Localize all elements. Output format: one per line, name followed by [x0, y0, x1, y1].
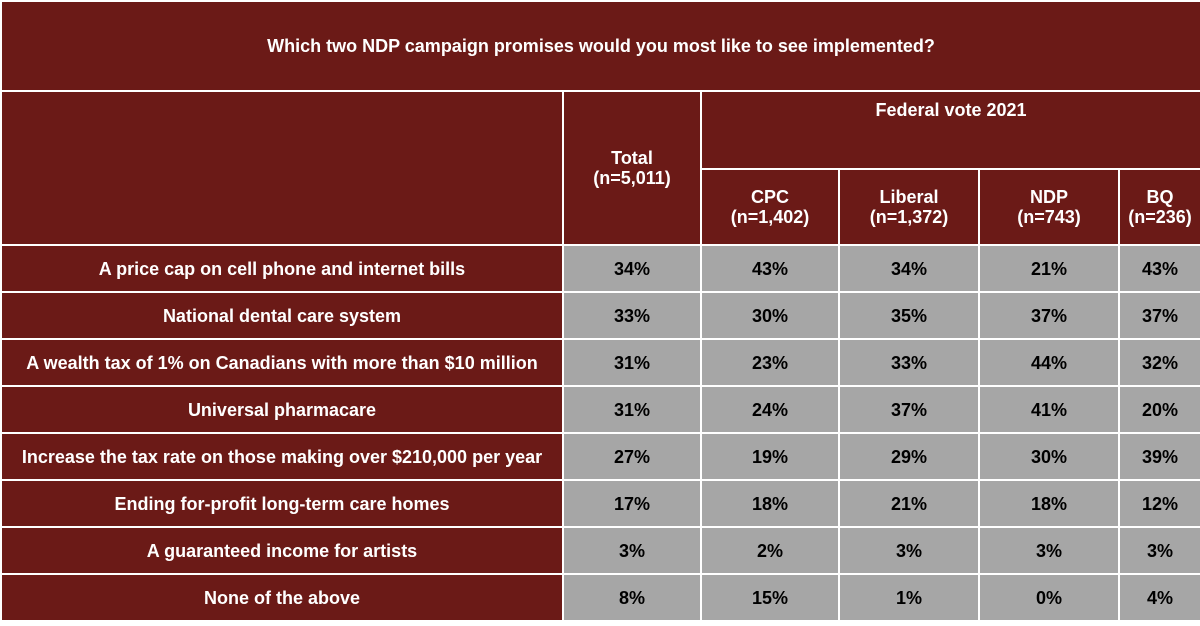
value-cell: 37% — [978, 291, 1120, 340]
header-row: Total (n=5,011) Federal vote 2021 — [0, 90, 1200, 246]
column-header: CPC (n=1,402) — [700, 168, 840, 246]
row-label: A price cap on cell phone and internet b… — [0, 244, 564, 293]
value-cell: 23% — [700, 338, 840, 387]
value-cell: 41% — [978, 385, 1120, 434]
column-header: BQ (n=236) — [1117, 168, 1200, 246]
row-label: National dental care system — [0, 291, 564, 340]
value-cell: 31% — [562, 385, 702, 434]
value-cell: 19% — [700, 432, 840, 481]
column-n: (n=1,372) — [869, 207, 949, 227]
value-cell: 32% — [1117, 338, 1200, 387]
value-cell: 24% — [700, 385, 840, 434]
value-cell: 3% — [562, 526, 702, 575]
value-cell: 33% — [562, 291, 702, 340]
value-cell: 2% — [700, 526, 840, 575]
data-row: A price cap on cell phone and internet b… — [0, 244, 1200, 293]
column-name: Liberal — [879, 187, 939, 207]
value-cell: 33% — [838, 338, 980, 387]
value-cell: 15% — [700, 573, 840, 622]
value-cell: 3% — [838, 526, 980, 575]
column-name: Total — [611, 148, 653, 168]
value-cell: 4% — [1117, 573, 1200, 622]
value-cell: 30% — [978, 432, 1120, 481]
value-cell: 29% — [838, 432, 980, 481]
value-cell: 12% — [1117, 479, 1200, 528]
column-name: NDP — [1029, 187, 1068, 207]
column-n: (n=1,402) — [730, 207, 810, 227]
group-header: Federal vote 2021 — [699, 90, 1200, 170]
value-cell: 3% — [978, 526, 1120, 575]
value-cell: 37% — [1117, 291, 1200, 340]
value-cell: 21% — [838, 479, 980, 528]
value-cell: 1% — [838, 573, 980, 622]
value-cell: 27% — [562, 432, 702, 481]
value-cell: 30% — [700, 291, 840, 340]
data-row: National dental care system 33% 30% 35% 37% 3… — [0, 291, 1200, 340]
value-cell: 20% — [1117, 385, 1200, 434]
row-label: A guaranteed income for artists — [0, 526, 564, 575]
column-header: NDP (n=743) — [978, 168, 1120, 246]
corner-cell — [0, 90, 564, 246]
column-name: CPC — [750, 187, 789, 207]
row-label: Universal pharmacare — [0, 385, 564, 434]
row-label: A wealth tax of 1% on Canadians with mor… — [0, 338, 564, 387]
title-row: Which two NDP campaign promises would yo… — [0, 0, 1200, 92]
column-header: Liberal (n=1,372) — [838, 168, 980, 246]
data-row: Universal pharmacare 31% 24% 37% 41% 20% — [0, 385, 1200, 434]
data-row: Increase the tax rate on those making ov… — [0, 432, 1200, 481]
value-cell: 34% — [562, 244, 702, 293]
column-n: (n=743) — [1017, 207, 1081, 227]
value-cell: 43% — [700, 244, 840, 293]
value-cell: 8% — [562, 573, 702, 622]
row-label: Ending for-profit long-term care homes — [0, 479, 564, 528]
data-row: A guaranteed income for artists 3% 2% 3% 3% 3… — [0, 526, 1200, 575]
value-cell: 34% — [838, 244, 980, 293]
row-label: Increase the tax rate on those making ov… — [0, 432, 564, 481]
value-cell: 18% — [700, 479, 840, 528]
header-row: CPC (n=1,402) Liberal (n=1,372) NDP (n=743) BQ… — [1, 168, 1200, 246]
data-row: Ending for-profit long-term care homes 17… — [0, 479, 1200, 528]
value-cell: 21% — [978, 244, 1120, 293]
value-cell: 0% — [978, 573, 1120, 622]
value-cell: 3% — [1117, 526, 1200, 575]
column-n: (n=236) — [1128, 207, 1192, 227]
value-cell: 44% — [978, 338, 1120, 387]
column-name: BQ — [1146, 187, 1174, 207]
value-cell: 31% — [562, 338, 702, 387]
data-row: A wealth tax of 1% on Canadians with mor… — [0, 338, 1200, 387]
value-cell: 35% — [838, 291, 980, 340]
value-cell: 18% — [978, 479, 1120, 528]
value-cell: 39% — [1117, 432, 1200, 481]
column-n: (n=5,011) — [593, 168, 671, 188]
row-label: None of the above — [0, 573, 564, 622]
table-title: Which two NDP campaign promises would yo… — [0, 0, 1200, 92]
column-header: Total (n=5,011) — [562, 90, 702, 246]
value-cell: 37% — [838, 385, 980, 434]
value-cell: 43% — [1117, 244, 1200, 293]
value-cell: 17% — [562, 479, 702, 528]
data-row: None of the above 8% 15% 1% 0% 4% — [0, 573, 1200, 622]
